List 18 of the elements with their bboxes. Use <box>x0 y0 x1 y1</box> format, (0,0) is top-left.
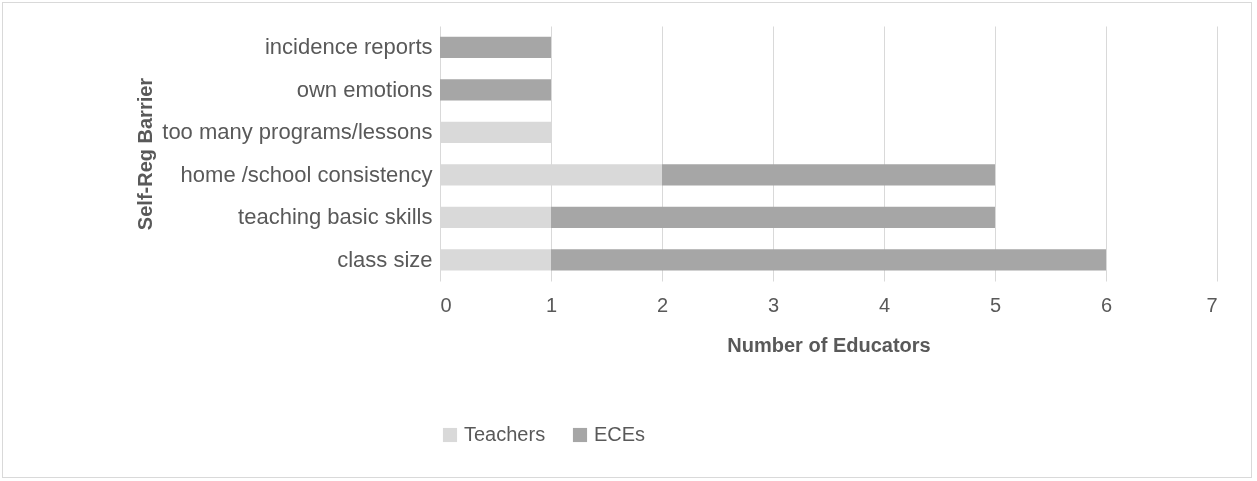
y-tick-label: own emotions <box>296 76 433 102</box>
x-axis-title: Number of Educators <box>727 333 931 356</box>
y-tick-label: class size <box>337 246 433 272</box>
x-tick-label: 0 <box>440 293 452 316</box>
x-tick-label: 6 <box>1100 293 1113 316</box>
y-axis-title: Self-Reg Barrier <box>133 77 156 231</box>
x-tick-label: 2 <box>656 293 669 316</box>
y-tick-label: too many programs/lessons <box>162 119 433 145</box>
x-tick-label: 4 <box>878 293 891 316</box>
x-tick-label: 1 <box>545 293 558 316</box>
x-tick-label: 5 <box>989 293 1002 316</box>
y-tick-label: home /school consistency <box>180 161 433 187</box>
y-tick-label: incidence reports <box>264 34 433 60</box>
legend-label: ECEs <box>594 423 646 445</box>
x-tick-label: 7 <box>1206 293 1218 316</box>
x-tick-label: 3 <box>767 293 780 316</box>
legend-label: Teachers <box>464 423 546 445</box>
y-tick-label: teaching basic skills <box>238 204 433 230</box>
